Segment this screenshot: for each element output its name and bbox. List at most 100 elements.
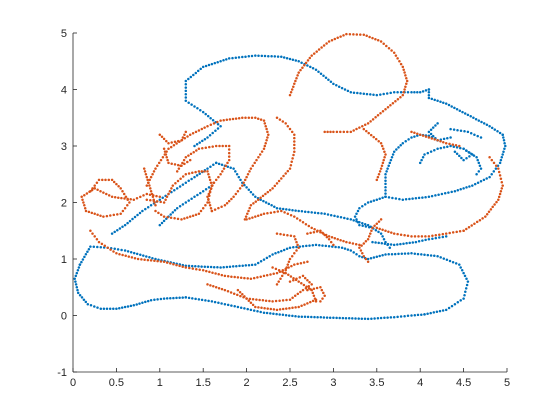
data-point <box>358 223 361 227</box>
data-point <box>295 249 298 252</box>
data-point <box>200 298 204 302</box>
data-point <box>304 61 308 65</box>
data-point <box>112 307 115 310</box>
data-point <box>264 141 267 145</box>
data-point <box>342 239 345 243</box>
data-point <box>244 55 247 58</box>
data-point <box>284 269 287 272</box>
data-point <box>403 71 406 74</box>
data-point <box>239 178 242 182</box>
data-point <box>290 88 294 91</box>
data-point <box>411 241 415 244</box>
data-point <box>379 167 383 170</box>
data-point <box>209 116 212 120</box>
data-point <box>399 91 403 94</box>
data-point <box>336 36 339 40</box>
data-point <box>140 258 143 261</box>
data-point <box>84 253 88 256</box>
data-point <box>301 274 305 278</box>
data-point <box>152 198 155 201</box>
data-point <box>297 280 300 283</box>
data-point <box>243 178 247 182</box>
data-point <box>293 235 296 238</box>
data-point <box>159 260 163 263</box>
data-point <box>146 258 150 262</box>
data-point <box>86 250 89 253</box>
data-point <box>309 231 312 235</box>
data-point <box>89 304 93 307</box>
data-point <box>256 261 260 265</box>
data-point <box>148 178 151 182</box>
data-point <box>132 304 136 307</box>
data-point <box>490 126 494 130</box>
data-point <box>323 294 326 297</box>
data-point <box>172 262 175 266</box>
data-point <box>305 244 308 248</box>
data-point <box>242 181 245 184</box>
data-point <box>384 182 387 186</box>
data-point <box>89 245 92 248</box>
data-point <box>444 232 448 235</box>
data-point <box>485 123 489 127</box>
data-point <box>503 147 506 151</box>
data-point <box>129 304 133 308</box>
data-point <box>280 274 284 278</box>
data-point <box>413 131 416 135</box>
data-point <box>473 182 477 186</box>
data-point <box>239 294 242 298</box>
data-point <box>293 136 296 140</box>
data-point <box>208 178 212 182</box>
data-point <box>325 316 329 319</box>
data-point <box>149 298 153 302</box>
data-point <box>373 224 376 228</box>
data-point <box>200 127 204 131</box>
data-point <box>378 197 381 200</box>
data-point <box>249 308 253 312</box>
data-point <box>184 99 188 103</box>
data-point <box>184 201 188 204</box>
data-point <box>368 35 371 39</box>
data-point <box>157 211 160 215</box>
data-point <box>162 201 166 204</box>
data-point <box>169 262 172 265</box>
data-point <box>436 122 439 125</box>
data-point <box>448 231 451 235</box>
data-point <box>462 158 465 162</box>
data-point <box>363 222 367 226</box>
data-point <box>402 91 405 94</box>
data-point <box>502 139 506 142</box>
data-point <box>91 232 94 235</box>
data-point <box>465 186 468 189</box>
data-point <box>297 315 300 318</box>
data-point <box>286 169 290 173</box>
data-point <box>208 189 212 193</box>
data-point <box>248 170 251 173</box>
data-point <box>262 212 266 216</box>
data-point <box>336 237 339 241</box>
data-point <box>217 206 220 210</box>
data-point <box>488 156 491 159</box>
data-point <box>264 299 268 302</box>
data-point <box>251 216 254 219</box>
data-point <box>503 141 506 145</box>
data-point <box>378 254 381 258</box>
data-point <box>482 178 486 182</box>
data-point <box>303 303 306 306</box>
data-point <box>359 33 362 36</box>
data-point <box>266 136 269 139</box>
data-point <box>128 219 132 223</box>
data-point <box>320 288 324 292</box>
data-point <box>278 313 281 316</box>
data-point <box>379 141 383 145</box>
data-point <box>346 217 349 220</box>
data-point <box>280 55 283 58</box>
data-point <box>232 292 236 295</box>
data-point <box>451 143 455 146</box>
data-point <box>187 77 190 81</box>
data-point <box>146 178 149 182</box>
data-point <box>262 274 266 278</box>
data-point <box>293 133 296 136</box>
data-point <box>210 209 214 213</box>
data-point <box>274 252 277 255</box>
data-point <box>194 264 197 268</box>
